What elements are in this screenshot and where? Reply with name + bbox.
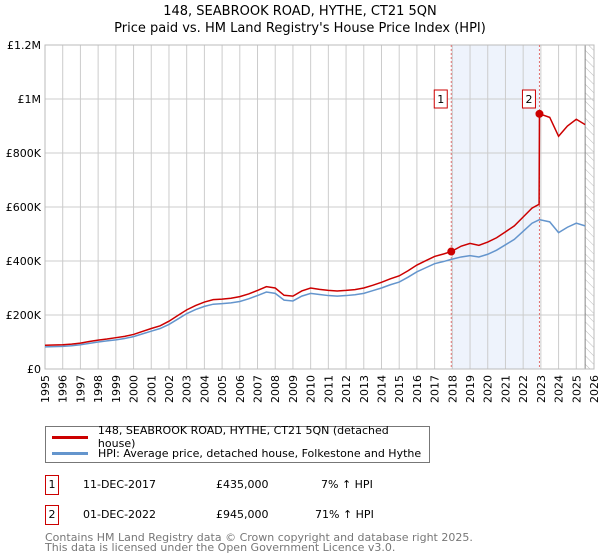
x-tick-label: 2010 [305,375,318,403]
x-tick-label: 2003 [181,375,194,403]
x-tick-label: 2001 [145,375,158,403]
x-tick-label: 2019 [464,375,477,403]
sale-price: £435,000 [216,478,269,491]
x-tick-label: 1996 [57,375,70,403]
x-tick-label: 2002 [163,375,176,403]
x-tick-label: 2020 [482,375,495,403]
x-tick-label: 2025 [570,375,583,403]
legend-label: 148, SEABROOK ROAD, HYTHE, CT21 5QN (det… [97,424,389,450]
y-tick-label: £1.2M [7,39,41,52]
x-tick-label: 2022 [517,375,530,403]
y-tick-label: £400K [6,255,42,268]
sale-badge-label: 2 [525,93,532,106]
sale-point [535,109,544,118]
sale-badge [433,89,448,109]
sale-marker-badge: 2 [45,505,59,525]
x-tick-label: 2018 [446,375,459,403]
sale-point [447,247,456,256]
x-tick-label: 2004 [198,375,211,403]
legend-label: HPI: Average price, detached house, Folk… [98,446,422,460]
sale-date: 01-DEC-2022 [83,508,157,521]
sale-price: £945,000 [216,508,269,521]
sale-marker-badge: 1 [45,475,59,495]
chart-subtitle: Price paid vs. HM Land Registry's House … [114,21,486,36]
x-tick-label: 2008 [269,375,282,403]
hpi-line [44,218,586,348]
legend-item-property: 148, SEABROOK ROAD, HYTHE, CT21 5QN (det… [52,424,429,450]
x-tick-label: 2012 [340,375,353,403]
legend-item-hpi: HPI: Average price, detached house, Folk… [52,445,421,461]
x-tick-label: 2024 [553,375,566,403]
x-tick-label: 2000 [128,375,141,403]
x-tick-label: 2005 [216,375,229,403]
x-tick-label: 2006 [234,375,247,403]
x-tick-label: 1997 [74,375,87,403]
sale-hpi: 71% ↑ HPI [315,508,374,521]
x-tick-label: 2014 [375,375,388,403]
x-tick-label: 2023 [535,375,548,403]
y-tick-label: £800K [6,147,42,160]
x-tick-label: 2009 [287,375,300,403]
y-tick-label: £600K [6,201,42,214]
sale-badge [521,89,536,109]
x-tick-label: 2021 [499,375,512,403]
x-tick-label: 2015 [393,375,406,403]
y-tick-label: £200K [6,309,42,322]
sale-date: 11-DEC-2017 [83,478,157,491]
x-tick-label: 2026 [588,375,600,403]
y-tick-label: £0 [27,363,41,376]
x-tick-label: 1999 [110,375,123,403]
footer-licence: This data is licensed under the Open Gov… [45,541,396,554]
sale-hpi: 7% ↑ HPI [321,478,373,491]
x-tick-label: 2013 [358,375,371,403]
x-tick-label: 2017 [429,375,442,403]
x-tick-label: 1995 [39,375,52,403]
legend: 148, SEABROOK ROAD, HYTHE, CT21 5QN (det… [45,424,430,463]
property-line [44,112,586,346]
y-tick-label: £1M [18,93,42,106]
sale-badge-label: 1 [437,93,444,106]
footer-copyright: Contains HM Land Registry data © Crown c… [45,531,473,544]
x-tick-label: 2016 [411,375,424,403]
plot-frame [44,44,595,370]
chart-plot: 1995 1996 1997 1998 1999 2000 2001 2002 2003 2004… [6,39,600,403]
x-tick-label: 2011 [322,375,335,403]
x-tick-label: 2007 [252,375,265,403]
x-tick-label: 1998 [92,375,105,403]
chart-title: 148, SEABROOK ROAD, HYTHE, CT21 5QN [163,4,437,19]
